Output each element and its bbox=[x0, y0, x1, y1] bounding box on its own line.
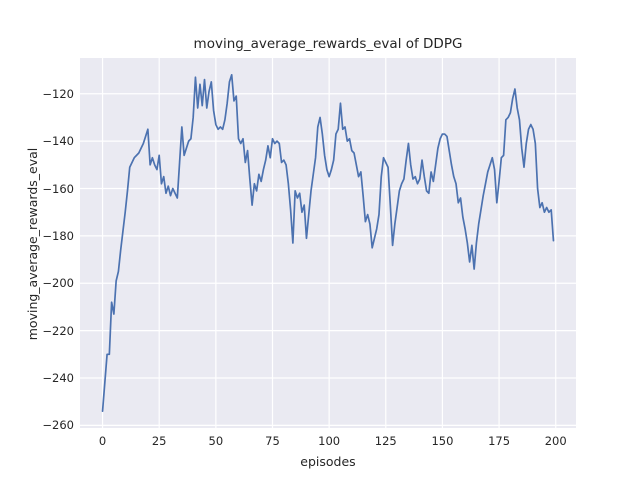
y-tick-label: −220 bbox=[42, 323, 74, 338]
y-tick-label: −200 bbox=[42, 276, 74, 291]
x-tick-label: 125 bbox=[374, 434, 397, 448]
x-tick-label: 150 bbox=[431, 434, 454, 448]
x-tick-label: 100 bbox=[318, 434, 341, 448]
y-tick-label: −140 bbox=[42, 134, 74, 149]
plot-area bbox=[80, 58, 576, 428]
x-axis-label: episodes bbox=[300, 454, 356, 469]
line-chart bbox=[80, 58, 576, 428]
y-tick-label: −260 bbox=[42, 418, 74, 433]
y-tick-label: −120 bbox=[42, 86, 74, 101]
y-axis-label: moving_average_rewards_eval bbox=[25, 147, 40, 341]
data-line-moving_average_rewards_eval bbox=[101, 73, 555, 413]
y-tick-label: −180 bbox=[42, 228, 74, 243]
y-tick-label: −160 bbox=[42, 181, 74, 196]
chart-title: moving_average_rewards_eval of DDPG bbox=[193, 36, 463, 52]
x-tick-label: 200 bbox=[544, 434, 567, 448]
x-tick-label: 25 bbox=[151, 434, 167, 448]
x-tick-label: 0 bbox=[98, 434, 107, 448]
y-tick-label: −240 bbox=[42, 371, 74, 386]
x-tick-label: 50 bbox=[208, 434, 224, 448]
x-tick-label: 75 bbox=[265, 434, 280, 448]
x-tick-label: 175 bbox=[488, 434, 511, 448]
